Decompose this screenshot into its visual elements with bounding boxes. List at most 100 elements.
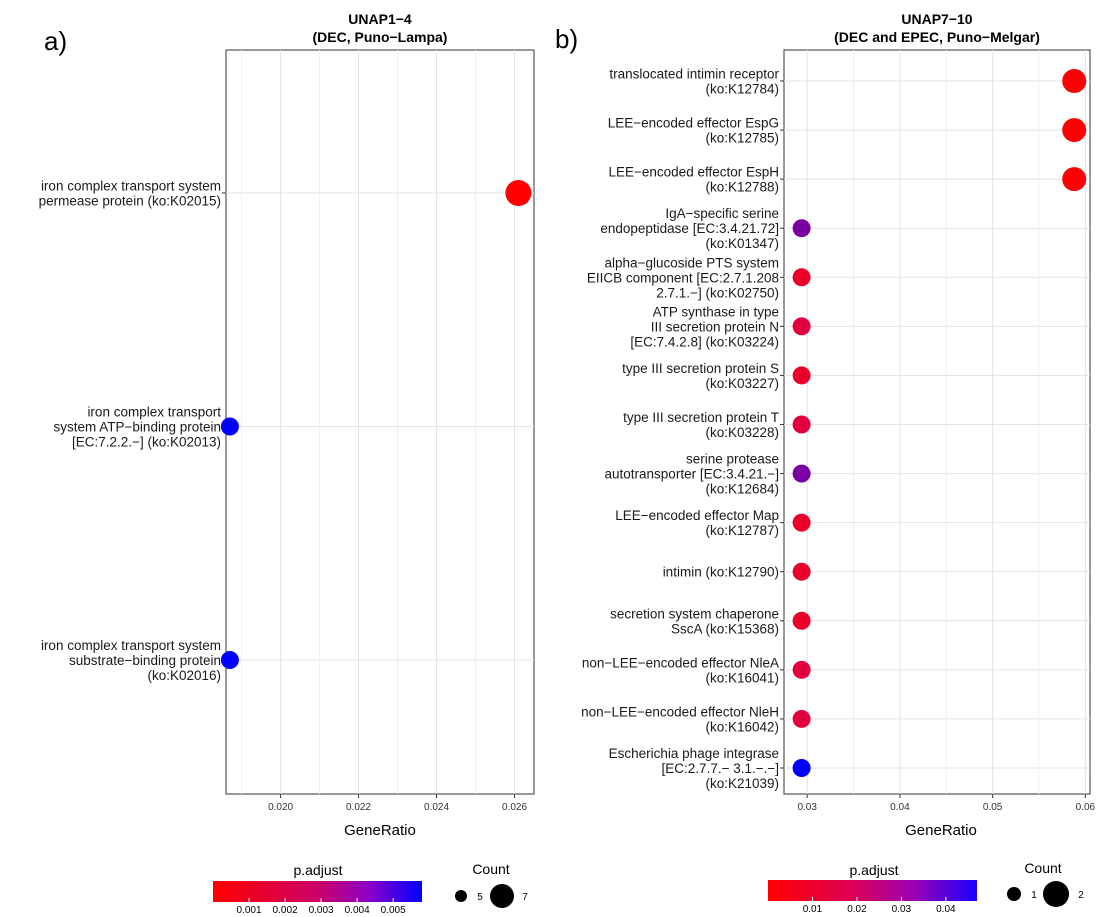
legend-b-size-title: Count bbox=[1024, 860, 1061, 876]
data-point bbox=[792, 366, 811, 385]
plot-area bbox=[783, 49, 1091, 795]
colorbar-tick-label: 0.01 bbox=[803, 904, 823, 915]
legend-a-size-large bbox=[490, 884, 514, 908]
y-tick-label: system ATP−binding protein bbox=[54, 420, 221, 435]
x-tick-label: 0.03 bbox=[797, 802, 817, 813]
legend-b-size-large-label: 2 bbox=[1078, 890, 1084, 901]
data-point bbox=[220, 417, 239, 436]
y-tick-label: [EC:2.7.7.− 3.1.−.−] bbox=[662, 761, 779, 776]
panel-b-title-line2: (DEC and EPEC, Puno−Melgar) bbox=[834, 29, 1040, 45]
y-tick-label: iron complex transport system bbox=[41, 638, 221, 653]
panel-a-x-axis-label: GeneRatio bbox=[344, 822, 416, 839]
colorbar-tick-label: 0.002 bbox=[273, 905, 298, 916]
y-tick-label: non−LEE−encoded effector NleH bbox=[581, 704, 779, 719]
panel-a-letter: a) bbox=[44, 26, 67, 56]
data-point bbox=[792, 660, 811, 679]
y-tick-label: LEE−encoded effector EspG bbox=[608, 116, 779, 131]
colorbar-tick-label: 0.005 bbox=[381, 905, 406, 916]
y-tick-label: (ko:K12788) bbox=[705, 180, 779, 195]
colorbar-tick-label: 0.04 bbox=[936, 904, 956, 915]
data-point bbox=[792, 759, 811, 777]
data-point bbox=[792, 268, 811, 287]
panel-a-title-line2: (DEC, Puno−Lampa) bbox=[313, 29, 448, 45]
y-tick-label: (ko:K12787) bbox=[705, 523, 779, 538]
legend-a-color-title: p.adjust bbox=[293, 862, 342, 878]
y-tick-label: ATP synthase in type bbox=[653, 304, 779, 319]
x-tick-label: 0.020 bbox=[268, 802, 293, 813]
data-point bbox=[792, 562, 811, 581]
y-tick-label: secretion system chaperone bbox=[610, 606, 779, 621]
panel-a-title-line1: UNAP1−4 bbox=[348, 11, 412, 27]
y-tick-label: (ko:K12684) bbox=[705, 482, 779, 497]
y-tick-label: iron complex transport bbox=[87, 405, 221, 420]
y-tick-label: (ko:K16041) bbox=[705, 670, 779, 685]
y-tick-label: non−LEE−encoded effector NleA bbox=[582, 655, 779, 670]
y-tick-label: endopeptidase [EC:3.4.21.72] bbox=[600, 221, 779, 236]
data-point bbox=[792, 513, 811, 532]
data-point bbox=[1062, 118, 1087, 143]
x-tick-label: 0.026 bbox=[502, 802, 527, 813]
y-tick-label: (ko:K12784) bbox=[705, 82, 779, 97]
y-tick-label: (ko:K12785) bbox=[705, 131, 779, 146]
panel-b-x-axis-label: GeneRatio bbox=[905, 822, 977, 839]
y-tick-label: (ko:K21039) bbox=[705, 776, 779, 791]
data-point bbox=[1062, 167, 1087, 192]
data-point bbox=[505, 180, 532, 206]
y-tick-label: 2.7.1.−] (ko:K02750) bbox=[656, 285, 779, 300]
x-tick-label: 0.06 bbox=[1076, 802, 1096, 813]
y-tick-label: [EC:7.2.2.−] (ko:K02013) bbox=[72, 435, 221, 450]
panel-a-legend: p.adjust 0.001 0.002 0.003 0.004 0.005 Count… bbox=[213, 861, 528, 916]
y-tick-label: permease protein (ko:K02015) bbox=[39, 194, 221, 209]
y-tick-label: IgA−specific serine bbox=[665, 206, 779, 221]
y-tick-label: type III secretion protein T bbox=[623, 410, 779, 425]
panel-b-title-line1: UNAP7−10 bbox=[901, 11, 972, 27]
legend-a-colorbar bbox=[213, 881, 422, 902]
data-point bbox=[792, 464, 811, 483]
panel-b-plot: 0.03 0.04 0.05 0.06 translocated intimin rec… bbox=[581, 49, 1096, 813]
y-tick-label: (ko:K02016) bbox=[147, 668, 221, 683]
y-tick-label: [EC:7.4.2.8] (ko:K03224) bbox=[630, 334, 779, 349]
legend-a-size-small bbox=[455, 890, 467, 902]
legend-b-size-large bbox=[1043, 881, 1069, 907]
y-tick-label: iron complex transport system bbox=[41, 179, 221, 194]
y-tick-label: Escherichia phage integrase bbox=[609, 746, 779, 761]
y-tick-label: autotransporter [EC:3.4.21.−] bbox=[605, 467, 779, 482]
legend-b-size-small bbox=[1007, 887, 1021, 901]
legend-a-size-title: Count bbox=[472, 861, 509, 877]
y-tick-label: (ko:K16042) bbox=[705, 719, 779, 734]
y-tick-label: LEE−encoded effector EspH bbox=[609, 165, 780, 180]
colorbar-tick-label: 0.003 bbox=[309, 905, 334, 916]
y-tick-label: (ko:K03228) bbox=[705, 425, 779, 440]
data-point bbox=[792, 219, 811, 238]
y-tick-label: translocated intimin receptor bbox=[609, 67, 779, 82]
y-tick-label: substrate−binding protein bbox=[69, 653, 221, 668]
y-tick-label: intimin (ko:K12790) bbox=[663, 565, 779, 580]
x-tick-label: 0.04 bbox=[890, 802, 910, 813]
colorbar-tick-label: 0.004 bbox=[345, 905, 370, 916]
y-tick-label: III secretion protein N bbox=[651, 319, 779, 334]
y-tick-label: (ko:K03227) bbox=[705, 376, 779, 391]
legend-a-size-small-label: 5 bbox=[477, 892, 483, 903]
colorbar-tick-label: 0.02 bbox=[847, 904, 867, 915]
y-tick-label: (ko:K01347) bbox=[705, 236, 779, 251]
panel-a-plot: 0.020 0.022 0.024 0.026 iron complex transpo… bbox=[39, 49, 535, 813]
y-tick-label: type III secretion protein S bbox=[622, 361, 779, 376]
panel-b-legend: p.adjust 0.01 0.02 0.03 0.04 Count 1 2 bbox=[768, 860, 1084, 915]
x-tick-label: 0.024 bbox=[424, 802, 449, 813]
colorbar-tick-label: 0.03 bbox=[892, 904, 912, 915]
y-tick-label: SscA (ko:K15368) bbox=[671, 621, 779, 636]
legend-b-colorbar bbox=[768, 880, 977, 901]
y-tick-label: LEE−encoded effector Map bbox=[615, 508, 779, 523]
colorbar-tick-label: 0.001 bbox=[237, 905, 262, 916]
y-tick-label: EIICB component [EC:2.7.1.208 bbox=[587, 270, 779, 285]
legend-b-color-title: p.adjust bbox=[849, 862, 898, 878]
y-tick-label: serine protease bbox=[686, 452, 779, 467]
x-tick-label: 0.022 bbox=[346, 802, 371, 813]
data-point bbox=[220, 651, 239, 669]
data-point bbox=[792, 317, 811, 336]
plot-area bbox=[225, 49, 535, 795]
x-tick-label: 0.05 bbox=[983, 802, 1003, 813]
panel-b-letter: b) bbox=[555, 24, 578, 54]
legend-b-size-small-label: 1 bbox=[1031, 890, 1037, 901]
